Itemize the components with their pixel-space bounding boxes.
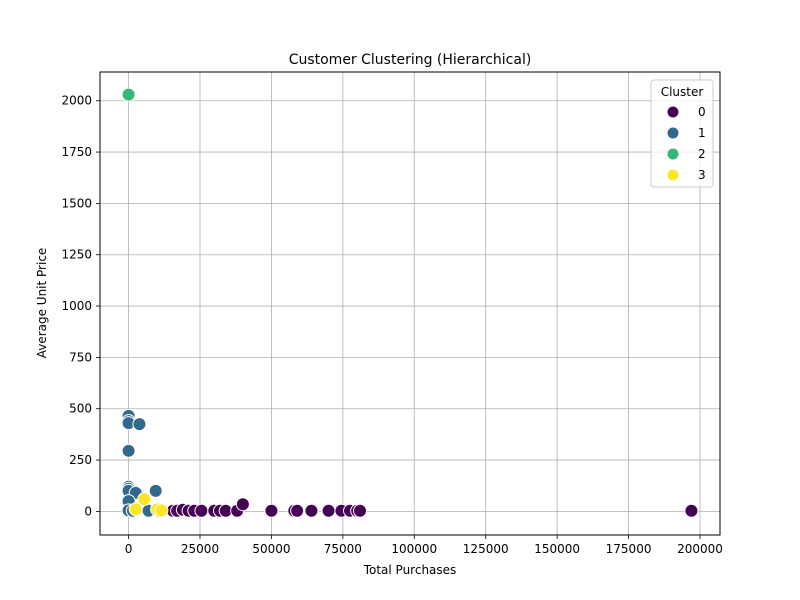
chart-title: Customer Clustering (Hierarchical) (289, 52, 532, 68)
x-axis-ticks: 0 25000 50000 75000 100000 125000 150000 175000… (125, 535, 723, 556)
y-tick-label: 500 (69, 402, 92, 416)
x-tick-label: 200000 (677, 542, 723, 556)
data-point-cluster-2 (121, 87, 136, 102)
data-point-cluster-0 (194, 503, 209, 518)
y-tick-label: 1500 (61, 196, 92, 210)
data-point-cluster-0 (321, 503, 336, 518)
grid-lines (100, 72, 720, 535)
y-tick-label: 1000 (61, 299, 92, 313)
data-point-cluster-0 (264, 503, 279, 518)
x-tick-label: 25000 (181, 542, 219, 556)
x-tick-label: 175000 (606, 542, 652, 556)
plot-frame (99, 71, 721, 536)
data-points (121, 87, 699, 518)
data-point-cluster-0 (353, 503, 367, 518)
legend-marker-0 (666, 105, 680, 119)
data-point-cluster-0 (235, 497, 250, 512)
data-point-cluster-1 (121, 443, 136, 458)
legend-marker-3 (666, 168, 680, 182)
x-axis-title: Total Purchases (363, 563, 457, 577)
data-point-cluster-1 (148, 483, 163, 498)
y-tick-label: 750 (69, 350, 92, 364)
data-point-cluster-3 (128, 502, 143, 517)
legend-title: Cluster (661, 85, 704, 99)
y-tick-label: 2000 (61, 94, 92, 108)
x-tick-label: 50000 (252, 542, 290, 556)
data-point-cluster-0 (684, 503, 699, 518)
x-tick-label: 75000 (324, 542, 362, 556)
legend-marker-1 (666, 126, 680, 140)
data-point-cluster-3 (137, 492, 152, 507)
data-point-cluster-1 (132, 417, 147, 432)
legend-label-2: 2 (698, 147, 706, 161)
legend-label-0: 0 (698, 105, 706, 119)
y-tick-label: 250 (69, 453, 92, 467)
legend-label-1: 1 (698, 126, 706, 140)
data-point-cluster-3 (154, 503, 169, 518)
data-point-cluster-0 (304, 503, 319, 518)
x-tick-label: 125000 (463, 542, 509, 556)
y-tick-label: 1250 (61, 248, 92, 262)
x-tick-label: 150000 (534, 542, 580, 556)
legend-label-3: 3 (698, 168, 706, 182)
legend-box (650, 79, 714, 188)
legend-marker-2 (666, 147, 680, 161)
y-axis-ticks: 0 250 500 750 1000 1250 1500 1750 2000 (61, 94, 100, 518)
x-tick-label: 0 (125, 542, 133, 556)
legend: Cluster 0 1 2 3 (650, 79, 714, 188)
data-point-cluster-0 (290, 503, 305, 518)
y-tick-label: 1750 (61, 145, 92, 159)
x-tick-label: 100000 (391, 542, 437, 556)
y-axis-title: Average Unit Price (35, 248, 49, 359)
y-tick-label: 0 (84, 504, 92, 518)
